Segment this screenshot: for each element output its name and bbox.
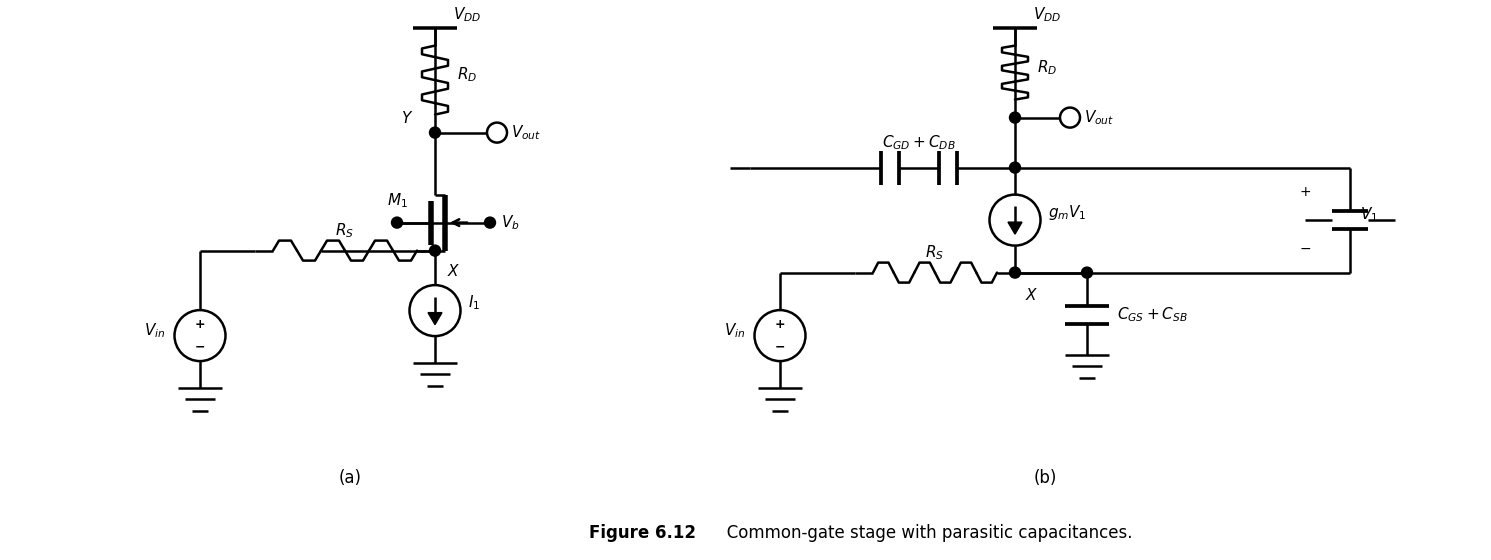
Text: (b): (b) [1033, 469, 1057, 487]
Circle shape [1009, 112, 1020, 123]
Text: $V_{DD}$: $V_{DD}$ [1033, 5, 1062, 24]
Text: Common-gate stage with parasitic capacitances.: Common-gate stage with parasitic capacit… [711, 524, 1133, 542]
Text: $C_{GS} + C_{SB}$: $C_{GS} + C_{SB}$ [1117, 305, 1188, 324]
Text: $R_S$: $R_S$ [335, 221, 355, 240]
Text: $I_1$: $I_1$ [468, 293, 480, 312]
Text: $M_1$: $M_1$ [388, 192, 409, 210]
Circle shape [429, 245, 440, 256]
Text: −: − [195, 340, 206, 353]
Text: $C_{GD} + C_{DB}$: $C_{GD} + C_{DB}$ [883, 133, 956, 152]
Text: $V_1$: $V_1$ [1360, 206, 1378, 225]
Text: $R_D$: $R_D$ [458, 66, 477, 85]
Text: $X$: $X$ [1024, 287, 1038, 302]
Text: $X$: $X$ [447, 263, 461, 279]
Text: $g_m V_1$: $g_m V_1$ [1048, 203, 1087, 222]
Polygon shape [428, 312, 441, 325]
Text: $Y$: $Y$ [401, 110, 413, 125]
Text: $V_{in}$: $V_{in}$ [723, 321, 746, 340]
Text: +: + [195, 319, 206, 332]
Text: $R_S$: $R_S$ [926, 243, 944, 262]
Text: +: + [775, 319, 786, 332]
Circle shape [485, 217, 495, 228]
Text: $V_{in}$: $V_{in}$ [143, 321, 166, 340]
Circle shape [392, 217, 403, 228]
Circle shape [429, 127, 440, 138]
Text: $+$: $+$ [1299, 185, 1311, 199]
Circle shape [1009, 162, 1020, 173]
Text: $V_{out}$: $V_{out}$ [511, 123, 541, 142]
Text: Figure 6.12: Figure 6.12 [589, 524, 696, 542]
Polygon shape [1008, 222, 1021, 234]
Text: $-$: $-$ [1299, 241, 1311, 255]
Text: $V_{DD}$: $V_{DD}$ [453, 5, 482, 24]
Text: (a): (a) [338, 469, 361, 487]
Text: $R_D$: $R_D$ [1038, 58, 1057, 77]
Text: −: − [775, 340, 786, 353]
Text: $V_b$: $V_b$ [501, 213, 520, 232]
Text: $V_{out}$: $V_{out}$ [1084, 108, 1114, 127]
Circle shape [1009, 267, 1020, 278]
Circle shape [1081, 267, 1093, 278]
